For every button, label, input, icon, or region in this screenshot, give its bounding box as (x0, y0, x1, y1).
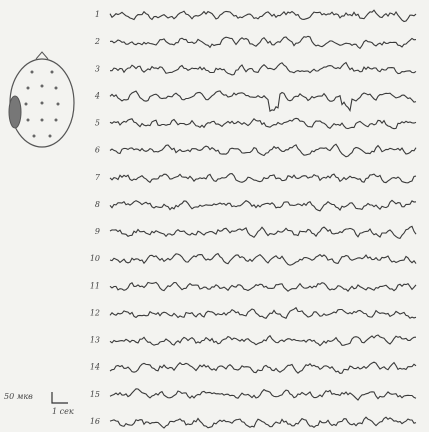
channel-label: 1 (95, 10, 100, 19)
scale-bar (52, 392, 68, 403)
eeg-trace (110, 362, 416, 373)
channel-label: 9 (95, 227, 100, 236)
channel-label: 13 (90, 336, 100, 345)
eeg-trace (110, 36, 416, 48)
eeg-trace (110, 63, 416, 75)
channel-label: 4 (94, 91, 100, 100)
eeg-trace (110, 308, 416, 319)
eeg-trace (110, 10, 416, 21)
eeg-figure: 50 мкв 1 сек 12345678910111213141516 (0, 0, 429, 432)
eeg-trace (110, 91, 416, 111)
channel-label: 2 (94, 37, 100, 46)
channel-label: 5 (95, 119, 100, 128)
eeg-trace (110, 282, 416, 291)
channel-label: 7 (95, 173, 101, 182)
eeg-trace (110, 226, 416, 238)
eeg-trace (110, 389, 416, 400)
eeg-trace (110, 335, 416, 346)
eeg-trace (110, 417, 416, 428)
eeg-trace (110, 118, 416, 128)
eeg-trace (110, 254, 416, 266)
amplitude-label: 50 мкв (4, 392, 33, 401)
channel-label: 12 (90, 308, 100, 317)
channel-label: 8 (95, 200, 100, 209)
channel-label: 10 (90, 254, 100, 263)
time-label: 1 сек (52, 407, 74, 416)
head-diagram (9, 52, 74, 147)
channel-label: 6 (95, 146, 100, 155)
channel-label: 11 (90, 281, 100, 290)
eeg-trace (110, 174, 416, 183)
channel-label: 14 (90, 363, 100, 372)
channel-label: 15 (90, 390, 100, 399)
channel-label: 3 (95, 64, 100, 73)
eeg-trace (110, 144, 416, 157)
channel-label: 16 (90, 417, 100, 426)
eeg-trace (110, 200, 416, 210)
